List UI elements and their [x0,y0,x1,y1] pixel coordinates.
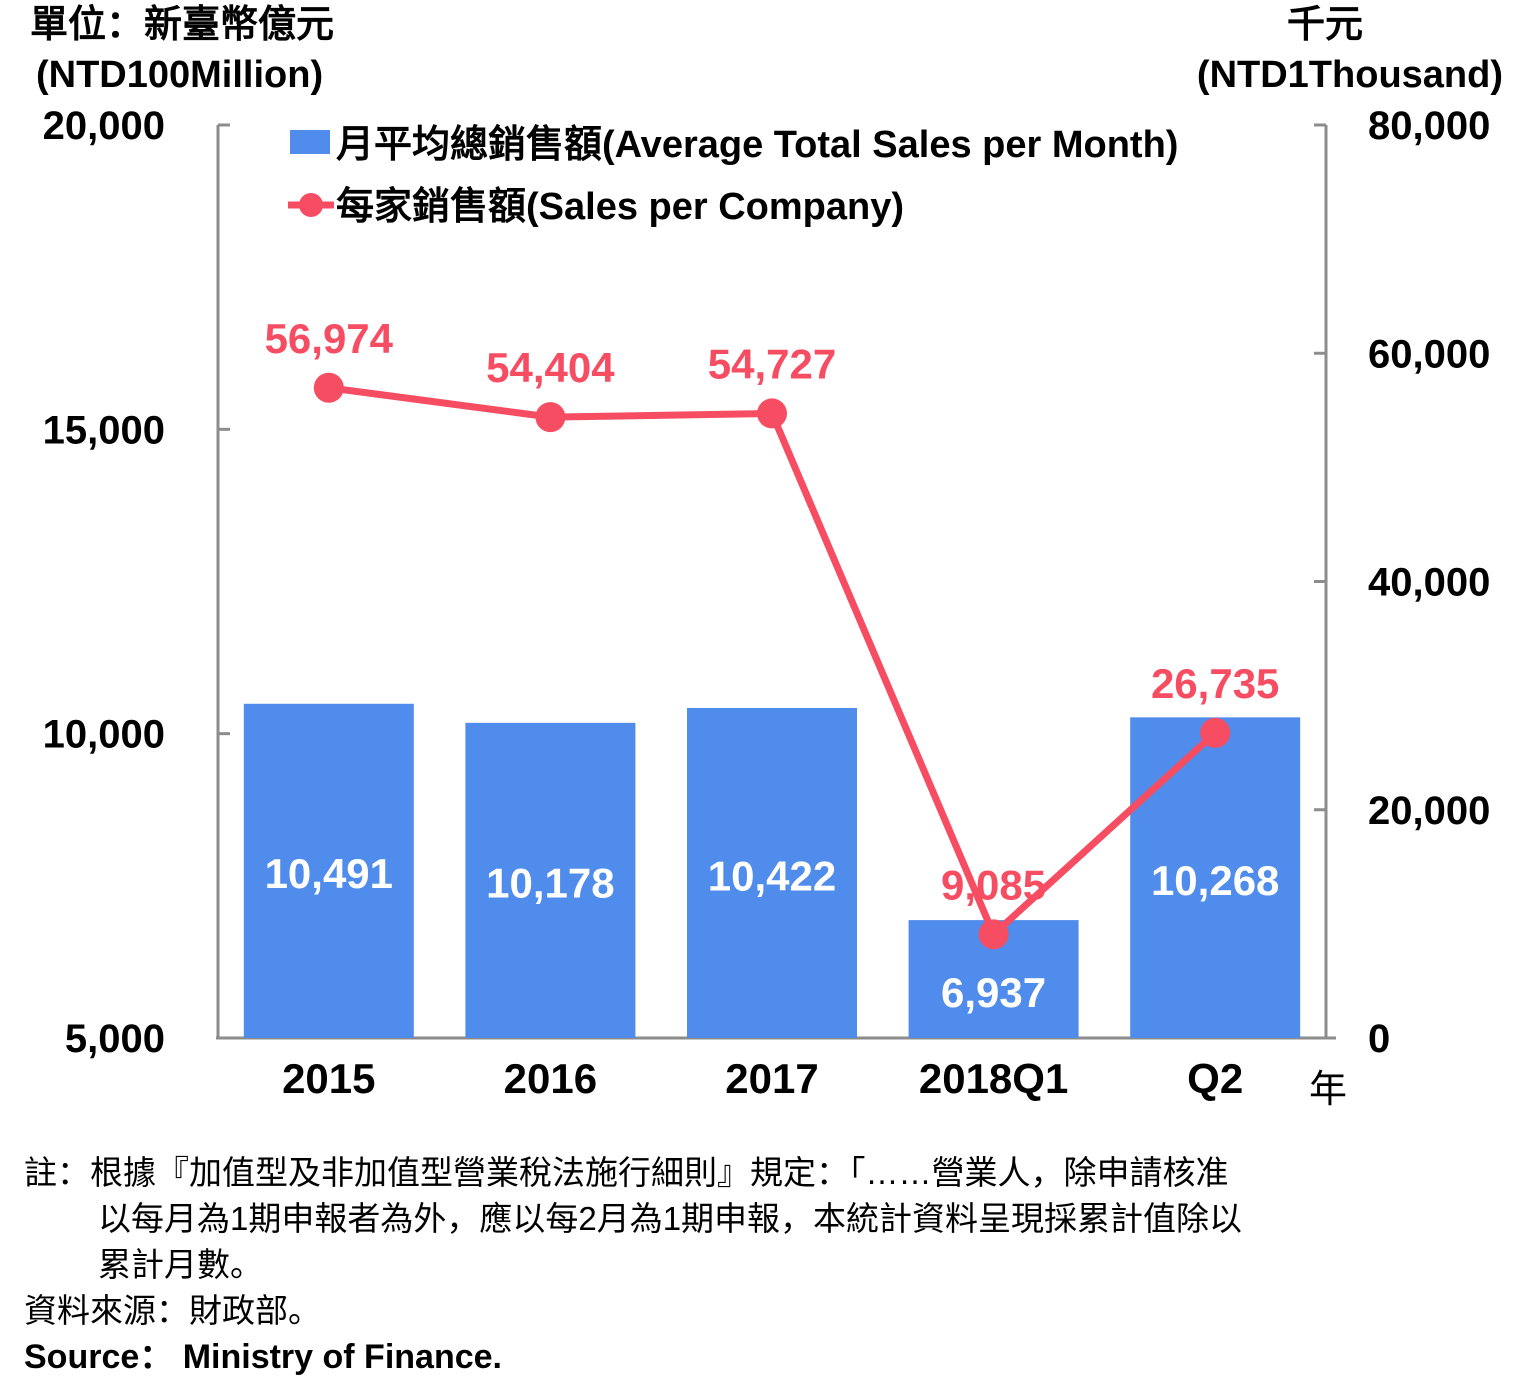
bar-value-label: 10,268 [1151,857,1279,904]
line-point [978,919,1009,950]
legend-line-label: 每家銷售額(Sales per Company) [336,186,904,228]
legend-bar-label: 月平均總銷售額(Average Total Sales per Month) [336,124,1178,166]
right-axis-tick-label: 60,000 [1368,332,1490,376]
legend: 月平均總銷售額(Average Total Sales per Month) 每家… [288,124,1178,228]
legend-bar-swatch [290,130,330,154]
x-axis-unit-label: 年 [1309,1069,1347,1111]
line-series [313,372,1231,950]
bar-series [243,703,1301,1038]
bar-value-label: 6,937 [941,969,1046,1016]
bar [687,707,857,1038]
right-axis-tick-label: 80,000 [1368,104,1490,148]
right-axis-tick-label: 40,000 [1368,561,1490,605]
source-en: Source： Ministry of Finance. [24,1338,502,1376]
left-axis-tick-label: 5,000 [65,1017,165,1061]
note-line-2: 以每月為1期申報者為外，應以每2月為1期申報，本統計資料呈現採累計值除以 [98,1200,1243,1237]
legend-line-marker [299,193,323,217]
data-labels: 10,491 10,178 10,422 6,937 10,268 56,974 54,40… [265,315,1280,1016]
right-axis-unit-zh: 千元 [1286,4,1363,46]
bar [465,722,636,1038]
line-point [757,398,787,429]
note-line-3: 累計月數。 [98,1246,263,1283]
line-value-label: 56,974 [265,315,394,362]
line-point [535,402,566,433]
line-value-label: 54,727 [708,340,836,387]
bar-value-label: 10,422 [708,852,836,899]
bar [243,703,414,1038]
right-axis-tick-label: 20,000 [1368,789,1490,833]
left-axis-tick-label: 15,000 [43,408,165,452]
source-zh: 資料來源：財政部。 [24,1292,321,1329]
bar [1130,717,1301,1038]
bar-value-label: 10,178 [486,860,614,907]
x-axis-category-label: 2017 [725,1055,818,1102]
x-axis-category-label: 2016 [504,1055,597,1102]
left-axis-unit-en: (NTD100Million) [36,54,324,96]
left-axis-unit-zh: 單位：新臺幣億元 [30,4,335,46]
line-value-label: 9,085 [941,861,1046,908]
x-axis-category-label: 2018Q1 [919,1055,1068,1102]
line-point [1200,717,1231,748]
x-axis-category-label: Q2 [1187,1055,1243,1102]
note-line-1: 註：根據『加值型及非加值型營業稅法施行細則』規定：「……營業人，除申請核准 [24,1154,1229,1191]
x-axis-category-label: 2015 [282,1055,375,1102]
combo-chart: 5,000 10,000 15,000 20,000 0 20,000 40,000 60,0… [43,104,1491,1111]
bar-value-label: 10,491 [265,850,393,897]
line-value-label: 54,404 [486,344,615,391]
right-axis-tick-label: 0 [1368,1017,1390,1061]
line-value-label: 26,735 [1151,660,1279,707]
line-point [313,372,344,403]
right-axis-unit-en: (NTD1Thousand) [1196,54,1503,96]
left-axis-tick-label: 20,000 [43,104,165,148]
left-axis-tick-label: 10,000 [43,713,165,757]
axes: 5,000 10,000 15,000 20,000 0 20,000 40,000 60,0… [43,104,1491,1111]
